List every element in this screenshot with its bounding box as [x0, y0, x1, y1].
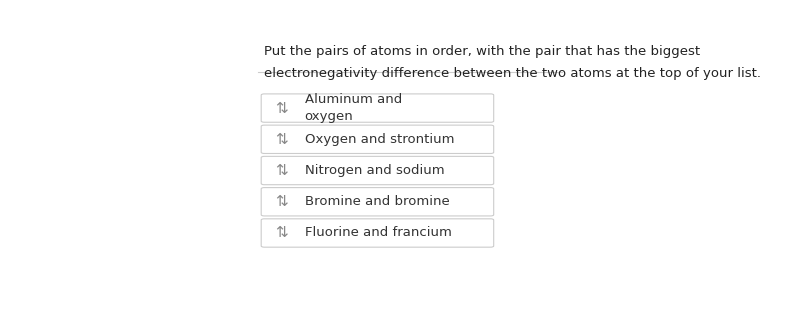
FancyBboxPatch shape	[262, 156, 494, 185]
Text: Put the pairs of atoms in order, with the pair that has the biggest: Put the pairs of atoms in order, with th…	[264, 45, 701, 58]
Text: Aluminum and
oxygen: Aluminum and oxygen	[305, 93, 402, 123]
FancyBboxPatch shape	[262, 94, 494, 122]
Text: ⇅: ⇅	[275, 194, 288, 209]
Text: ⇅: ⇅	[275, 163, 288, 178]
Text: Oxygen and strontium: Oxygen and strontium	[305, 133, 454, 146]
Text: ⇅: ⇅	[275, 132, 288, 147]
Text: ⇅: ⇅	[275, 226, 288, 241]
Text: ⇅: ⇅	[275, 100, 288, 115]
Text: electronegativity difference between the two atoms at the top of your list.: electronegativity difference between the…	[264, 67, 762, 80]
FancyBboxPatch shape	[262, 125, 494, 154]
FancyBboxPatch shape	[262, 219, 494, 247]
Text: Nitrogen and sodium: Nitrogen and sodium	[305, 164, 444, 177]
Text: Fluorine and francium: Fluorine and francium	[305, 227, 451, 240]
Text: Bromine and bromine: Bromine and bromine	[305, 195, 450, 208]
FancyBboxPatch shape	[262, 188, 494, 216]
